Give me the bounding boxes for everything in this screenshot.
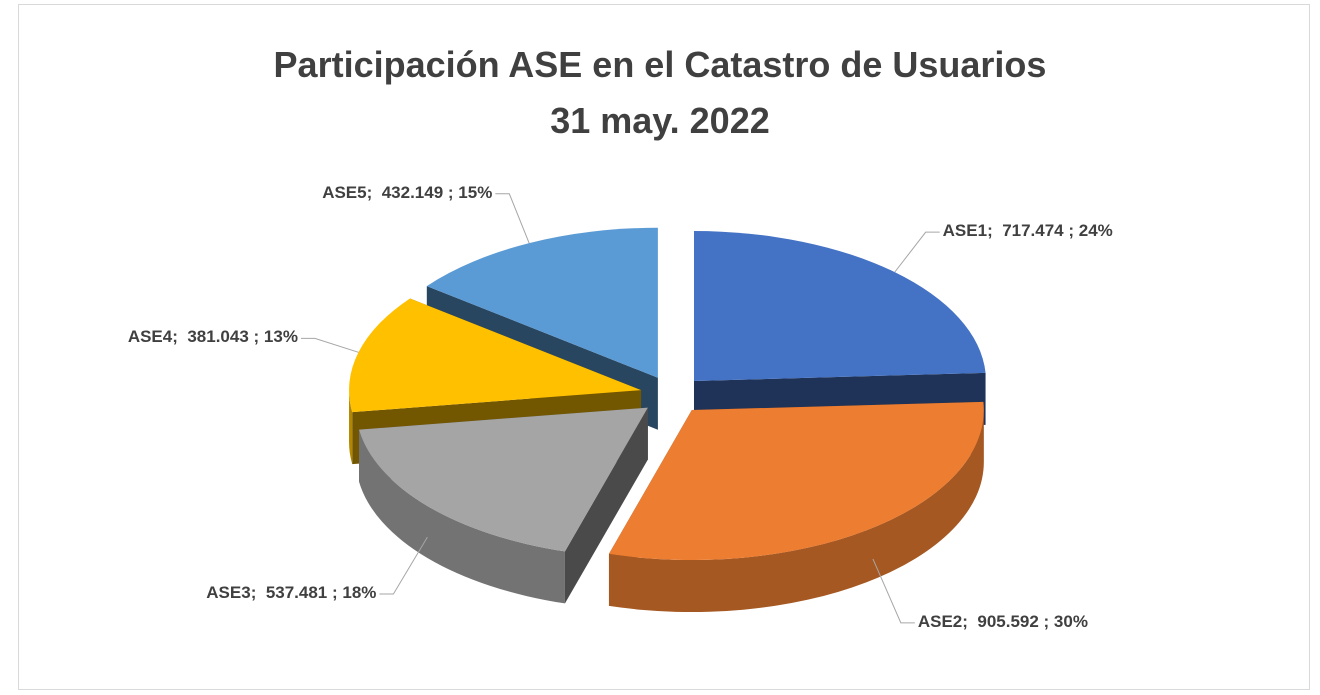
slice-wall bbox=[359, 429, 565, 604]
leader-line bbox=[300, 337, 359, 353]
label-category: ASE4 bbox=[128, 327, 188, 346]
chart-subtitle: 31 may. 2022 bbox=[550, 100, 770, 141]
label-value: 717.474 bbox=[1002, 221, 1079, 240]
data-label: ASE2905.59230% bbox=[918, 612, 1088, 632]
leader-line bbox=[872, 558, 915, 624]
label-value: 432.149 bbox=[382, 183, 459, 202]
data-label: ASE3537.48118% bbox=[206, 583, 376, 603]
label-percent: 30% bbox=[1053, 611, 1088, 631]
slice bbox=[608, 401, 984, 561]
leader-line bbox=[379, 536, 428, 595]
data-label: ASE1717.47424% bbox=[943, 221, 1113, 241]
label-percent: 15% bbox=[458, 182, 493, 202]
label-percent: 13% bbox=[263, 327, 298, 347]
data-label: ASE4381.04313% bbox=[128, 327, 298, 347]
label-percent: 24% bbox=[1078, 221, 1113, 241]
label-percent: 18% bbox=[342, 583, 377, 603]
leader-line bbox=[495, 193, 530, 244]
label-category: ASE1 bbox=[943, 221, 1003, 240]
label-value: 381.043 bbox=[187, 327, 264, 346]
slice bbox=[349, 298, 642, 413]
chart-title: Participación ASE en el Catastro de Usua… bbox=[273, 44, 1047, 85]
label-category: ASE3 bbox=[206, 583, 266, 602]
slice-wall bbox=[349, 390, 353, 465]
chart-frame bbox=[18, 4, 1310, 690]
data-label: ASE5432.14915% bbox=[322, 183, 492, 203]
label-value: 905.592 bbox=[977, 612, 1054, 631]
slice bbox=[359, 407, 648, 552]
label-category: ASE5 bbox=[322, 183, 382, 202]
slice bbox=[426, 227, 658, 378]
label-category: ASE2 bbox=[918, 612, 978, 631]
slice bbox=[693, 231, 986, 382]
label-value: 537.481 bbox=[266, 583, 343, 602]
leader-line bbox=[894, 231, 940, 273]
slice-wall bbox=[608, 410, 984, 613]
